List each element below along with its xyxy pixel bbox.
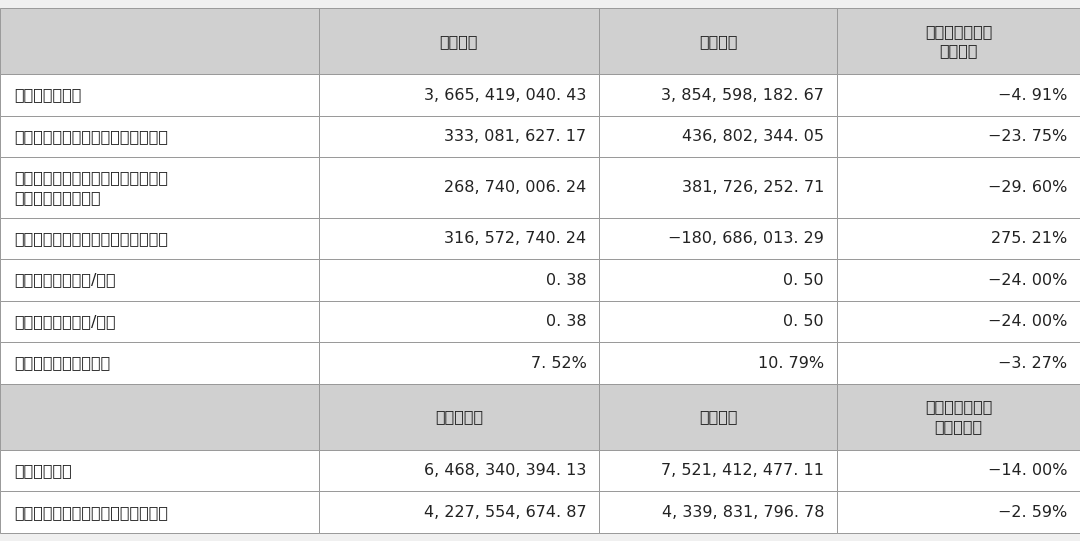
Bar — [319, 301, 599, 342]
Text: −3. 27%: −3. 27% — [998, 355, 1067, 371]
Text: −14. 00%: −14. 00% — [987, 463, 1067, 478]
Text: −24. 00%: −24. 00% — [988, 314, 1067, 329]
Text: 本报告期比上年
同期增减: 本报告期比上年 同期增减 — [924, 24, 993, 58]
Text: 333, 081, 627. 17: 333, 081, 627. 17 — [444, 129, 586, 144]
Bar — [837, 116, 1080, 157]
Bar — [0, 116, 319, 157]
Text: 上年度末: 上年度末 — [699, 410, 738, 424]
Bar — [319, 218, 599, 259]
Bar — [319, 491, 599, 533]
Bar — [837, 384, 1080, 450]
Text: 归属于上市公司股东的扣除非经常性
损益的净利润（元）: 归属于上市公司股东的扣除非经常性 损益的净利润（元） — [14, 170, 168, 205]
Text: 营业收入（元）: 营业收入（元） — [14, 88, 81, 102]
Bar — [0, 8, 319, 74]
Text: 3, 665, 419, 040. 43: 3, 665, 419, 040. 43 — [424, 88, 586, 102]
Text: 436, 802, 344. 05: 436, 802, 344. 05 — [683, 129, 824, 144]
Bar — [0, 218, 319, 259]
Bar — [0, 259, 319, 301]
Text: 0. 50: 0. 50 — [783, 314, 824, 329]
Bar — [837, 8, 1080, 74]
Text: 275. 21%: 275. 21% — [990, 231, 1067, 246]
Text: 3, 854, 598, 182. 67: 3, 854, 598, 182. 67 — [661, 88, 824, 102]
Bar — [837, 450, 1080, 491]
Bar — [319, 384, 599, 450]
Bar — [319, 116, 599, 157]
Text: 4, 339, 831, 796. 78: 4, 339, 831, 796. 78 — [662, 505, 824, 520]
Bar — [599, 491, 837, 533]
Bar — [599, 157, 837, 218]
Text: 稀释每股收益（元/股）: 稀释每股收益（元/股） — [14, 314, 116, 329]
Bar — [837, 259, 1080, 301]
Bar — [599, 218, 837, 259]
Bar — [0, 491, 319, 533]
Bar — [319, 259, 599, 301]
Bar — [319, 8, 599, 74]
Bar — [837, 491, 1080, 533]
Bar — [319, 342, 599, 384]
Text: 4, 227, 554, 674. 87: 4, 227, 554, 674. 87 — [423, 505, 586, 520]
Text: 基本每股收益（元/股）: 基本每股收益（元/股） — [14, 273, 116, 287]
Bar — [837, 342, 1080, 384]
Text: 7. 52%: 7. 52% — [530, 355, 586, 371]
Bar — [599, 342, 837, 384]
Bar — [837, 74, 1080, 116]
Bar — [837, 218, 1080, 259]
Bar — [0, 342, 319, 384]
Text: 0. 38: 0. 38 — [545, 314, 586, 329]
Text: 6, 468, 340, 394. 13: 6, 468, 340, 394. 13 — [424, 463, 586, 478]
Bar — [319, 157, 599, 218]
Bar — [319, 450, 599, 491]
Text: 总资产（元）: 总资产（元） — [14, 463, 71, 478]
Text: 268, 740, 006. 24: 268, 740, 006. 24 — [444, 180, 586, 195]
Text: 加权平均净资产收益率: 加权平均净资产收益率 — [14, 355, 110, 371]
Text: −23. 75%: −23. 75% — [988, 129, 1067, 144]
Bar — [599, 450, 837, 491]
Text: 归属于上市公司股东的净利润（元）: 归属于上市公司股东的净利润（元） — [14, 129, 168, 144]
Bar — [599, 259, 837, 301]
Bar — [599, 301, 837, 342]
Text: −24. 00%: −24. 00% — [988, 273, 1067, 287]
Bar — [599, 8, 837, 74]
Text: 316, 572, 740. 24: 316, 572, 740. 24 — [444, 231, 586, 246]
Bar — [0, 301, 319, 342]
Bar — [599, 116, 837, 157]
Bar — [599, 74, 837, 116]
Text: −29. 60%: −29. 60% — [988, 180, 1067, 195]
Text: 归属于上市公司股东的净资产（元）: 归属于上市公司股东的净资产（元） — [14, 505, 168, 520]
Text: 本报告期末: 本报告期末 — [435, 410, 483, 424]
Text: 经营活动产生的现金流量净额（元）: 经营活动产生的现金流量净额（元） — [14, 231, 168, 246]
Bar — [0, 157, 319, 218]
Text: 上年同期: 上年同期 — [699, 34, 738, 49]
Text: −4. 91%: −4. 91% — [998, 88, 1067, 102]
Text: 0. 50: 0. 50 — [783, 273, 824, 287]
Text: 0. 38: 0. 38 — [545, 273, 586, 287]
Text: 本报告期: 本报告期 — [440, 34, 478, 49]
Bar — [0, 450, 319, 491]
Bar — [0, 384, 319, 450]
Text: −180, 686, 013. 29: −180, 686, 013. 29 — [669, 231, 824, 246]
Bar — [837, 157, 1080, 218]
Bar — [837, 301, 1080, 342]
Bar — [0, 74, 319, 116]
Text: 10. 79%: 10. 79% — [758, 355, 824, 371]
Text: 381, 726, 252. 71: 381, 726, 252. 71 — [681, 180, 824, 195]
Bar — [319, 74, 599, 116]
Text: 本报告期末比上
年度末增减: 本报告期末比上 年度末增减 — [924, 399, 993, 434]
Bar — [599, 384, 837, 450]
Text: −2. 59%: −2. 59% — [998, 505, 1067, 520]
Text: 7, 521, 412, 477. 11: 7, 521, 412, 477. 11 — [661, 463, 824, 478]
